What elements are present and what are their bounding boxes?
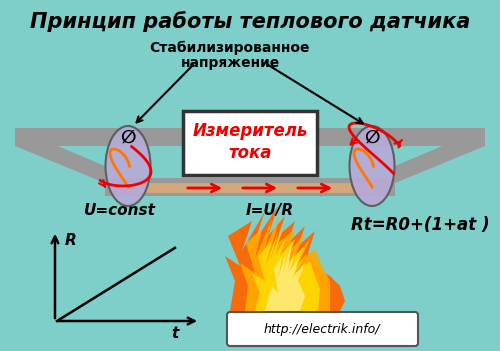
Polygon shape	[252, 226, 320, 311]
Polygon shape	[15, 128, 105, 183]
Text: U=const: U=const	[84, 203, 156, 218]
Polygon shape	[225, 206, 345, 311]
Text: R: R	[65, 233, 77, 248]
Polygon shape	[240, 215, 330, 311]
Text: ∅: ∅	[364, 129, 380, 147]
Bar	[15, 128, 485, 146]
Ellipse shape	[106, 126, 150, 206]
Text: Измеритель: Измеритель	[192, 122, 308, 140]
Bar	[105, 178, 395, 196]
Text: t: t	[172, 326, 178, 341]
FancyBboxPatch shape	[227, 312, 418, 346]
Ellipse shape	[350, 126, 395, 206]
Text: напряжение: напряжение	[180, 56, 280, 70]
Polygon shape	[265, 241, 305, 311]
Text: Принцип работы теплового датчика: Принцип работы теплового датчика	[30, 11, 470, 32]
Polygon shape	[395, 128, 485, 183]
Text: тока: тока	[228, 144, 272, 162]
Text: http://electrik.info/: http://electrik.info/	[264, 323, 380, 336]
Text: Rt=R0+(1+at ): Rt=R0+(1+at )	[350, 216, 490, 234]
Text: ∅: ∅	[120, 129, 136, 147]
Text: I=U/R: I=U/R	[246, 203, 294, 218]
FancyBboxPatch shape	[183, 111, 317, 175]
Text: Стабилизированное: Стабилизированное	[150, 41, 310, 55]
